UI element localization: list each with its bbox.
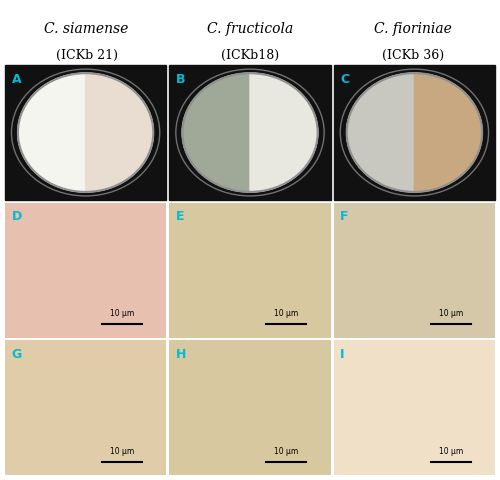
Polygon shape bbox=[250, 74, 318, 192]
Text: C. fructicola: C. fructicola bbox=[207, 22, 293, 36]
Text: 10 μm: 10 μm bbox=[110, 446, 134, 455]
Text: (ICKb 21): (ICKb 21) bbox=[56, 49, 118, 62]
Text: C. fioriniae: C. fioriniae bbox=[374, 22, 452, 36]
Text: A: A bbox=[12, 72, 21, 85]
Ellipse shape bbox=[346, 74, 482, 192]
Polygon shape bbox=[86, 74, 154, 192]
Text: 10 μm: 10 μm bbox=[438, 309, 463, 318]
Text: 10 μm: 10 μm bbox=[274, 446, 298, 455]
Polygon shape bbox=[18, 74, 86, 192]
Text: 10 μm: 10 μm bbox=[110, 309, 134, 318]
Text: C. siamense: C. siamense bbox=[44, 22, 129, 36]
Text: (ICKb18): (ICKb18) bbox=[221, 49, 279, 62]
Text: D: D bbox=[12, 210, 22, 223]
Text: H: H bbox=[176, 348, 186, 360]
Text: F: F bbox=[340, 210, 349, 223]
Text: C: C bbox=[340, 72, 349, 85]
Text: G: G bbox=[12, 348, 22, 360]
Text: 10 μm: 10 μm bbox=[274, 309, 298, 318]
Ellipse shape bbox=[18, 74, 154, 192]
Text: B: B bbox=[176, 72, 186, 85]
Ellipse shape bbox=[182, 74, 318, 192]
Text: E: E bbox=[176, 210, 184, 223]
Text: I: I bbox=[340, 348, 345, 360]
Polygon shape bbox=[414, 74, 482, 192]
Polygon shape bbox=[182, 74, 250, 192]
Text: 10 μm: 10 μm bbox=[438, 446, 463, 455]
Text: (ICKb 36): (ICKb 36) bbox=[382, 49, 444, 62]
Polygon shape bbox=[346, 74, 414, 192]
